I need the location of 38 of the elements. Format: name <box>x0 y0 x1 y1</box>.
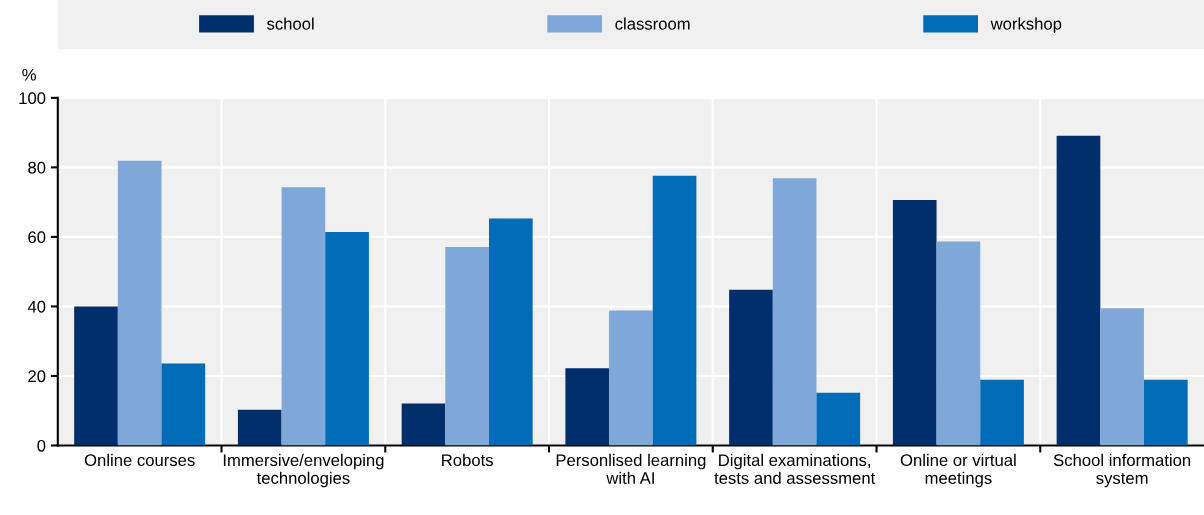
bar <box>892 200 937 446</box>
bar <box>1100 308 1144 446</box>
bar <box>117 160 162 446</box>
bar <box>1056 135 1101 446</box>
bar <box>772 178 817 446</box>
x-tick-label: Digital examinations, tests and assessment <box>714 453 876 484</box>
x-tick-label: School information system <box>1053 453 1191 488</box>
bar <box>936 241 981 446</box>
x-tick-label: Robots <box>442 453 493 467</box>
bar <box>401 403 446 446</box>
bar <box>325 232 369 446</box>
y-tick-label: 40 <box>27 300 46 313</box>
bar <box>74 306 118 446</box>
x-tick-label: Online or virtual meetings <box>900 453 1016 488</box>
y-tick-label: 0 <box>37 439 46 452</box>
bar <box>161 363 206 446</box>
bar <box>237 409 282 446</box>
legend-label: school <box>266 17 314 30</box>
bar <box>565 368 610 446</box>
bar <box>445 246 489 446</box>
x-tick-label: Immersive/enveloping technologies <box>223 453 384 488</box>
y-axis-title: % <box>22 68 36 81</box>
bar <box>609 310 653 446</box>
legend-label: workshop <box>990 17 1062 34</box>
bar <box>652 175 697 446</box>
bar <box>729 289 773 446</box>
y-tick-label: 100 <box>19 92 46 105</box>
x-tick-label: Online courses <box>84 453 195 467</box>
y-tick-label: 80 <box>28 161 46 174</box>
legend-label: classroom <box>615 17 690 30</box>
y-tick-label: 60 <box>28 231 46 244</box>
x-tick-label: Personlised learning with AI <box>556 453 706 484</box>
bar <box>816 392 861 446</box>
bar <box>980 379 1024 446</box>
y-tick-label: 20 <box>28 370 46 383</box>
bar <box>1143 379 1188 446</box>
bar <box>281 187 326 446</box>
bar <box>488 218 533 446</box>
